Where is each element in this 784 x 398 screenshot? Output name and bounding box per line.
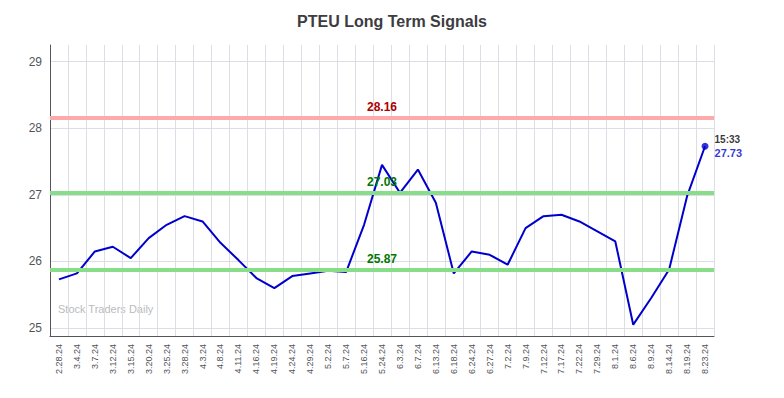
- svg-text:26: 26: [29, 254, 43, 268]
- svg-text:8.1.24: 8.1.24: [610, 344, 620, 369]
- svg-text:5.24.24: 5.24.24: [377, 344, 387, 374]
- svg-text:4.19.24: 4.19.24: [269, 344, 279, 374]
- svg-text:7.29.24: 7.29.24: [592, 344, 602, 374]
- svg-text:6.3.24: 6.3.24: [395, 344, 405, 369]
- svg-text:2.28.24: 2.28.24: [54, 344, 64, 374]
- svg-text:4.8.24: 4.8.24: [215, 344, 225, 369]
- svg-text:3.12.24: 3.12.24: [108, 344, 118, 374]
- svg-text:15:33: 15:33: [715, 134, 741, 145]
- svg-text:4.24.24: 4.24.24: [287, 344, 297, 374]
- svg-text:7.17.24: 7.17.24: [556, 344, 566, 374]
- svg-text:28: 28: [29, 121, 43, 135]
- svg-text:4.3.24: 4.3.24: [198, 344, 208, 369]
- svg-text:3.28.24: 3.28.24: [180, 344, 190, 374]
- svg-text:4.11.24: 4.11.24: [233, 344, 243, 373]
- svg-text:PTEU Long Term Signals: PTEU Long Term Signals: [297, 13, 487, 30]
- svg-text:8.23.24: 8.23.24: [700, 344, 710, 374]
- svg-text:5.7.24: 5.7.24: [341, 344, 351, 369]
- svg-text:7.12.24: 7.12.24: [539, 344, 549, 374]
- svg-text:3.4.24: 3.4.24: [72, 344, 82, 369]
- svg-text:8.14.24: 8.14.24: [664, 344, 674, 374]
- svg-text:6.27.24: 6.27.24: [485, 344, 495, 374]
- svg-text:6.13.24: 6.13.24: [431, 344, 441, 374]
- svg-text:27.03: 27.03: [367, 175, 397, 189]
- svg-text:8.6.24: 8.6.24: [628, 344, 638, 369]
- svg-text:7.9.24: 7.9.24: [521, 344, 531, 369]
- svg-text:8.19.24: 8.19.24: [682, 344, 692, 374]
- svg-text:4.29.24: 4.29.24: [305, 344, 315, 374]
- svg-text:27: 27: [29, 188, 43, 202]
- svg-text:28.16: 28.16: [367, 100, 397, 114]
- svg-text:3.20.24: 3.20.24: [144, 344, 154, 374]
- svg-text:7.22.24: 7.22.24: [574, 344, 584, 374]
- svg-text:6.24.24: 6.24.24: [467, 344, 477, 374]
- svg-text:25: 25: [29, 321, 43, 335]
- svg-text:6.18.24: 6.18.24: [449, 344, 459, 374]
- svg-text:3.25.24: 3.25.24: [162, 344, 172, 374]
- svg-text:Stock Traders Daily: Stock Traders Daily: [58, 302, 154, 315]
- svg-text:5.16.24: 5.16.24: [359, 344, 369, 374]
- svg-text:29: 29: [29, 55, 43, 69]
- svg-text:4.16.24: 4.16.24: [251, 344, 261, 374]
- svg-text:3.7.24: 3.7.24: [90, 344, 100, 369]
- svg-text:8.9.24: 8.9.24: [646, 344, 656, 369]
- svg-text:27.73: 27.73: [715, 147, 743, 159]
- svg-text:6.7.24: 6.7.24: [413, 344, 423, 369]
- svg-text:25.87: 25.87: [367, 252, 397, 266]
- svg-text:7.2.24: 7.2.24: [503, 344, 513, 369]
- svg-text:5.2.24: 5.2.24: [323, 344, 333, 369]
- svg-text:3.15.24: 3.15.24: [126, 344, 136, 374]
